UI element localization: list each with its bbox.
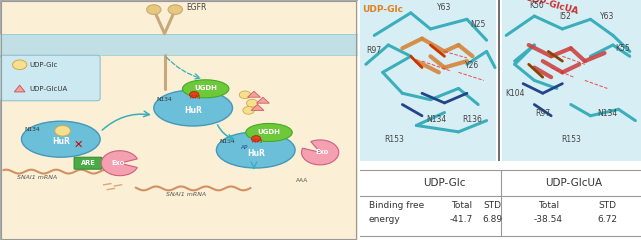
Text: K50: K50: [529, 1, 544, 10]
Wedge shape: [101, 151, 137, 176]
FancyBboxPatch shape: [0, 34, 358, 55]
Text: N134: N134: [24, 127, 40, 132]
Text: HuR: HuR: [184, 106, 202, 115]
Text: Total: Total: [451, 201, 472, 210]
FancyBboxPatch shape: [0, 0, 358, 240]
Ellipse shape: [246, 123, 292, 142]
Text: Y473: Y473: [188, 95, 201, 100]
Ellipse shape: [21, 121, 100, 157]
Text: 6.72: 6.72: [597, 215, 617, 224]
Text: UDP-Glc: UDP-Glc: [29, 62, 58, 68]
Text: R153: R153: [561, 134, 581, 144]
Ellipse shape: [217, 132, 295, 168]
Text: Y63: Y63: [437, 3, 452, 12]
Text: Y473: Y473: [250, 138, 262, 144]
Text: R97: R97: [535, 109, 550, 118]
Ellipse shape: [154, 90, 233, 126]
Text: R153: R153: [384, 134, 404, 144]
Text: HuR: HuR: [247, 149, 265, 158]
Text: N134: N134: [219, 139, 235, 144]
Text: UDP-Glc: UDP-Glc: [423, 178, 466, 188]
Circle shape: [246, 99, 258, 107]
Text: UGDH: UGDH: [258, 129, 280, 135]
Text: UDP-Glc: UDP-Glc: [362, 5, 403, 14]
Text: AAA: AAA: [296, 178, 308, 183]
Text: UDP-GlcUA: UDP-GlcUA: [29, 86, 67, 92]
Text: SNAI1 mRNA: SNAI1 mRNA: [17, 175, 58, 180]
Text: K104: K104: [505, 90, 524, 98]
Text: Exo: Exo: [112, 160, 124, 166]
Text: HuR: HuR: [52, 137, 70, 146]
Text: Y63: Y63: [600, 12, 615, 21]
Text: STD: STD: [598, 201, 616, 210]
Text: energy: energy: [369, 215, 401, 224]
Text: AP: AP: [241, 145, 249, 150]
Circle shape: [168, 5, 183, 14]
Text: K55: K55: [615, 44, 629, 54]
Text: N134: N134: [156, 97, 172, 102]
Polygon shape: [247, 91, 260, 97]
Circle shape: [54, 126, 71, 136]
FancyBboxPatch shape: [502, 0, 641, 161]
Circle shape: [13, 60, 27, 70]
Circle shape: [190, 91, 199, 98]
Circle shape: [251, 136, 261, 142]
Text: Total: Total: [538, 201, 559, 210]
FancyBboxPatch shape: [360, 0, 496, 161]
Text: UDP-GlcUA: UDP-GlcUA: [523, 0, 579, 16]
Text: N25: N25: [470, 20, 486, 29]
Polygon shape: [14, 85, 25, 92]
Text: N134: N134: [426, 115, 446, 124]
Circle shape: [147, 5, 161, 14]
Circle shape: [243, 107, 254, 114]
Text: EGFR: EGFR: [186, 3, 206, 12]
Text: Exo: Exo: [315, 149, 329, 156]
Text: I52: I52: [559, 12, 571, 21]
Wedge shape: [301, 140, 338, 165]
Text: 6.89: 6.89: [482, 215, 503, 224]
Text: ARE: ARE: [81, 160, 96, 166]
Text: R136: R136: [463, 115, 483, 124]
Ellipse shape: [183, 80, 229, 98]
Text: UGDH: UGDH: [194, 85, 217, 91]
Text: STD: STD: [483, 201, 501, 210]
Text: Y26: Y26: [465, 60, 479, 70]
Text: SNAI1 mRNA: SNAI1 mRNA: [166, 192, 206, 197]
Polygon shape: [256, 97, 269, 103]
FancyBboxPatch shape: [74, 157, 102, 169]
Text: UDP-GlcUA: UDP-GlcUA: [545, 178, 602, 188]
Text: R97: R97: [366, 46, 381, 55]
Polygon shape: [251, 104, 264, 110]
Text: ✕: ✕: [73, 140, 83, 150]
Circle shape: [239, 91, 251, 99]
FancyBboxPatch shape: [0, 55, 100, 101]
Text: Binding free: Binding free: [369, 201, 424, 210]
Text: N134: N134: [597, 109, 617, 118]
Text: -38.54: -38.54: [534, 215, 563, 224]
Text: -41.7: -41.7: [450, 215, 473, 224]
